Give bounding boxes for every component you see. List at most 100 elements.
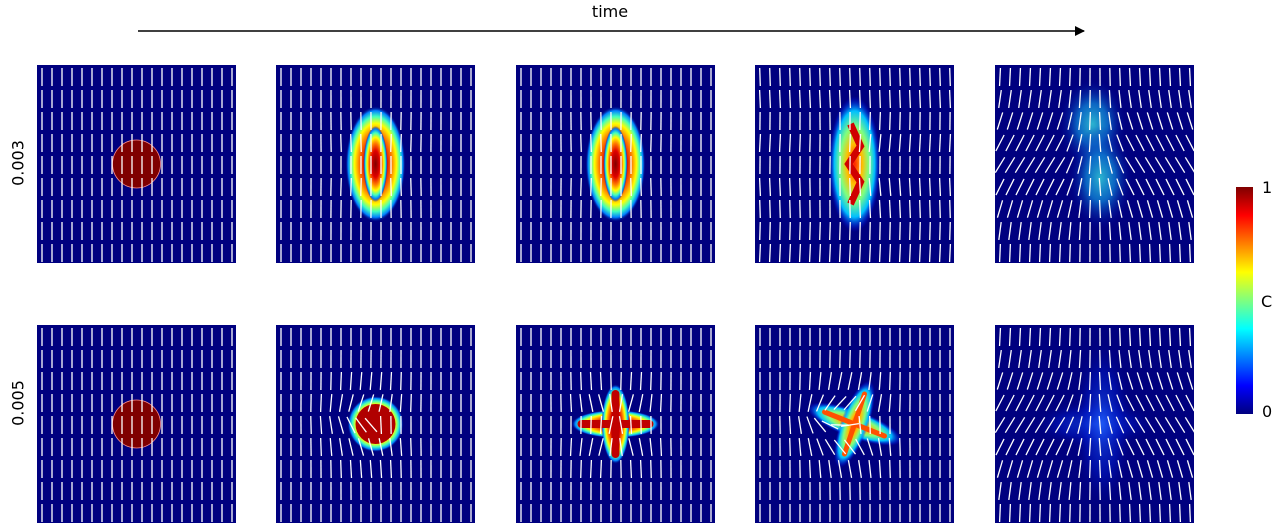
director-line <box>618 416 624 434</box>
director-line <box>806 416 814 434</box>
director-line <box>580 371 582 391</box>
director-line <box>1168 503 1172 523</box>
director-line <box>788 133 792 153</box>
director-line <box>320 437 322 457</box>
director-line <box>857 372 863 390</box>
director-line <box>1066 134 1074 152</box>
director-line <box>808 371 812 391</box>
director-line <box>598 438 604 456</box>
director-line <box>1008 89 1012 109</box>
director-line <box>1116 134 1124 152</box>
director-line <box>1158 481 1162 501</box>
director-line <box>319 393 323 413</box>
director-line <box>1154 416 1166 434</box>
director-line <box>1118 89 1122 109</box>
director-line <box>1115 156 1125 174</box>
director-line <box>340 177 342 197</box>
director-line <box>1165 134 1175 152</box>
director-line <box>588 394 594 412</box>
director-line <box>329 416 333 434</box>
director-line <box>808 89 812 109</box>
director-line <box>768 243 772 263</box>
director-line <box>898 199 902 219</box>
director-line <box>798 243 802 263</box>
director-line <box>608 416 614 434</box>
director-line <box>1188 481 1192 501</box>
director-line <box>877 394 883 412</box>
director-line <box>357 394 365 412</box>
director-line <box>1028 221 1032 241</box>
panel-0-3 <box>755 65 954 263</box>
director-line <box>998 89 1002 109</box>
director-line <box>1158 327 1162 347</box>
director-line <box>389 437 393 457</box>
director-line <box>888 89 892 109</box>
director-line <box>1088 437 1092 457</box>
director-line <box>1164 416 1176 434</box>
director-line <box>948 243 952 263</box>
director-line <box>1107 416 1113 434</box>
director-line <box>858 133 862 153</box>
director-line <box>359 371 363 391</box>
director-line <box>1098 199 1102 219</box>
director-line <box>998 349 1002 369</box>
director-line <box>1046 200 1054 218</box>
director-line <box>899 393 901 413</box>
director-line <box>928 177 932 197</box>
director-line <box>1018 221 1022 241</box>
director-line <box>841 423 859 427</box>
director-line <box>629 459 633 479</box>
director-line <box>1124 416 1136 434</box>
director-line <box>877 438 883 456</box>
director-line <box>1148 327 1152 347</box>
director-line <box>1186 200 1194 218</box>
panel-1-1 <box>276 325 475 523</box>
director-line <box>848 243 852 263</box>
director-line <box>1025 394 1035 412</box>
director-line <box>779 67 781 87</box>
director-line <box>1088 415 1092 435</box>
director-line <box>1156 372 1164 390</box>
director-line <box>1069 327 1071 347</box>
director-line <box>996 460 1004 478</box>
director-line <box>379 415 383 435</box>
director-line <box>828 89 832 109</box>
director-line <box>833 439 847 455</box>
director-line <box>579 393 583 413</box>
director-line <box>1015 394 1025 412</box>
director-line <box>1178 503 1182 523</box>
director-line <box>878 199 882 219</box>
director-line <box>1176 112 1184 130</box>
director-line <box>898 243 902 263</box>
director-line <box>1175 438 1185 456</box>
director-line <box>1138 221 1142 241</box>
director-line <box>1077 178 1083 196</box>
director-line <box>337 416 345 434</box>
director-line <box>1186 460 1194 478</box>
director-line <box>858 199 862 219</box>
director-line <box>888 199 892 219</box>
director-line <box>410 437 412 457</box>
director-line <box>839 221 841 241</box>
director-line <box>1038 89 1042 109</box>
director-line <box>1119 67 1121 87</box>
director-line <box>878 111 882 131</box>
director-line <box>390 133 392 153</box>
director-line <box>868 371 872 391</box>
director-line <box>854 394 866 412</box>
director-line <box>1138 327 1142 347</box>
director-line <box>389 393 393 413</box>
colorbar <box>1236 187 1253 414</box>
director-line <box>1015 134 1025 152</box>
director-line <box>1166 460 1174 478</box>
director-line <box>1098 393 1102 413</box>
director-line <box>399 393 403 413</box>
director-line <box>1186 372 1194 390</box>
director-line <box>1108 349 1112 369</box>
director-line <box>1144 156 1156 174</box>
director-line <box>1077 416 1083 434</box>
director-line <box>1155 134 1165 152</box>
director-line <box>1014 416 1026 434</box>
director-line <box>868 133 872 153</box>
director-line <box>338 394 344 412</box>
